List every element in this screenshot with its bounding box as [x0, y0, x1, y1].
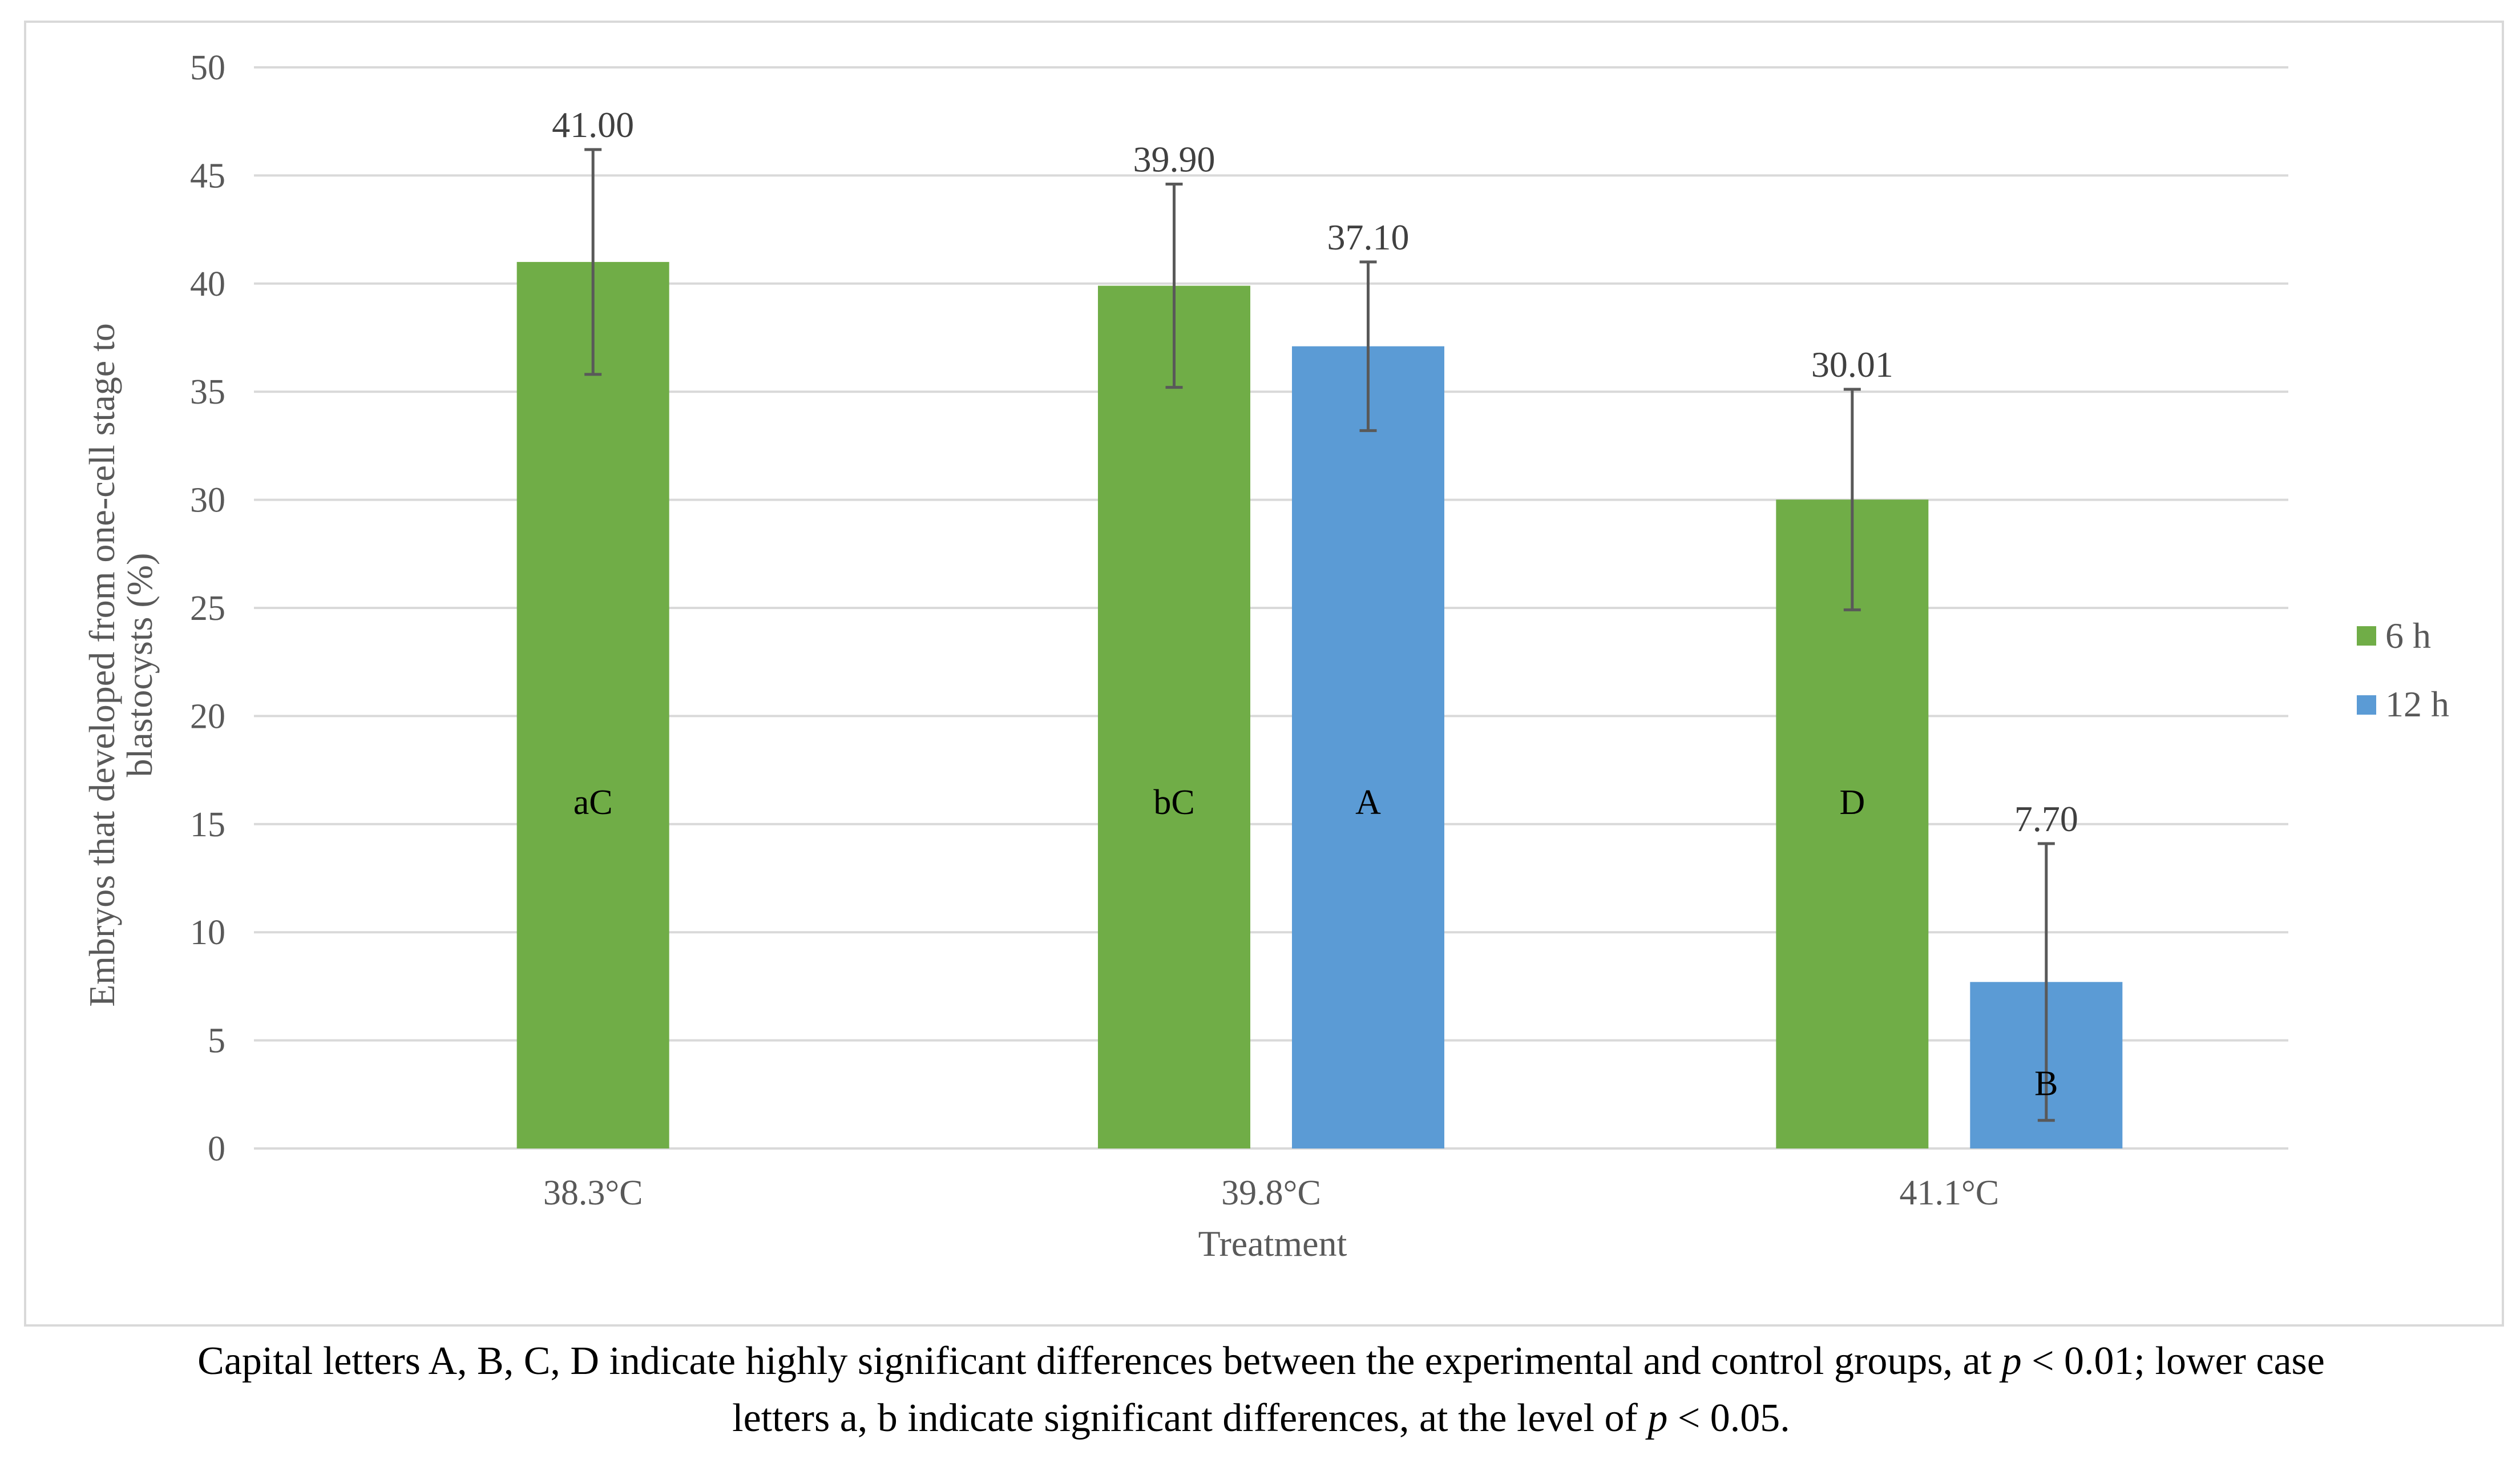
- data-label: 30.01: [1811, 344, 1893, 385]
- legend-label-12h: 12 h: [2385, 684, 2449, 724]
- legend-swatch-6h: [2357, 626, 2376, 646]
- caption-line-1: Capital letters A, B, C, D indicate high…: [197, 1339, 2325, 1383]
- y-tick-label: 50: [190, 49, 225, 87]
- labels: 0 5 10 15 20 25 30 35 40 45 50 38.3°C 39.8°C 41.1°C 41…: [190, 49, 2078, 1212]
- y-tick-label: 20: [190, 697, 225, 736]
- y-axis-title-line-1: Embryos that developed from one-cell sta…: [82, 323, 122, 1007]
- x-axis-title: Treatment: [1198, 1223, 1347, 1264]
- bar-chart: 0 5 10 15 20 25 30 35 40 45 50 38.3°C 39.8°C 41.1°C 41…: [82, 49, 2449, 1264]
- significance-letter: D: [1839, 783, 1865, 822]
- y-tick-label: 45: [190, 156, 225, 195]
- bar-12h-2: [1292, 346, 1444, 1148]
- y-axis-title-line-2: blastocysts (%): [119, 553, 160, 777]
- x-tick-label: 41.1°C: [1900, 1174, 2000, 1212]
- x-tick-label: 38.3°C: [543, 1174, 643, 1212]
- caption-line-2: letters a, b indicate significant differ…: [732, 1396, 1790, 1440]
- x-tick-label: 39.8°C: [1221, 1174, 1321, 1212]
- y-tick-label: 30: [190, 481, 225, 520]
- bar-6h-1: [516, 261, 669, 1148]
- y-tick-label: 25: [190, 589, 225, 628]
- y-tick-label: 35: [190, 373, 225, 412]
- y-tick-label: 15: [190, 805, 225, 844]
- data-label: 41.00: [552, 104, 634, 145]
- figure-caption: Capital letters A, B, C, D indicate high…: [34, 1333, 2488, 1447]
- significance-letter: A: [1355, 783, 1381, 822]
- y-tick-label: 5: [208, 1022, 225, 1061]
- legend-swatch-12h: [2357, 695, 2376, 715]
- legend-label-6h: 6 h: [2385, 615, 2431, 656]
- error-bars: [584, 148, 2055, 1122]
- axes: Treatment Embryos that developed from on…: [82, 323, 1347, 1264]
- data-label: 37.10: [1327, 217, 1410, 257]
- y-axis-title: Embryos that developed from one-cell sta…: [82, 323, 160, 1007]
- y-tick-label: 40: [190, 265, 225, 304]
- significance-letter: B: [2034, 1064, 2058, 1103]
- significance-letter: aC: [574, 783, 613, 822]
- significance-letter: bC: [1153, 783, 1194, 822]
- y-tick-label: 10: [190, 913, 225, 952]
- bars: [516, 261, 2123, 1148]
- bar-6h-2: [1098, 285, 1250, 1148]
- y-tick-label: 0: [208, 1130, 225, 1168]
- data-label: 39.90: [1133, 139, 1215, 180]
- data-label: 7.70: [2014, 799, 2078, 839]
- legend: 6 h 12 h: [2357, 615, 2449, 724]
